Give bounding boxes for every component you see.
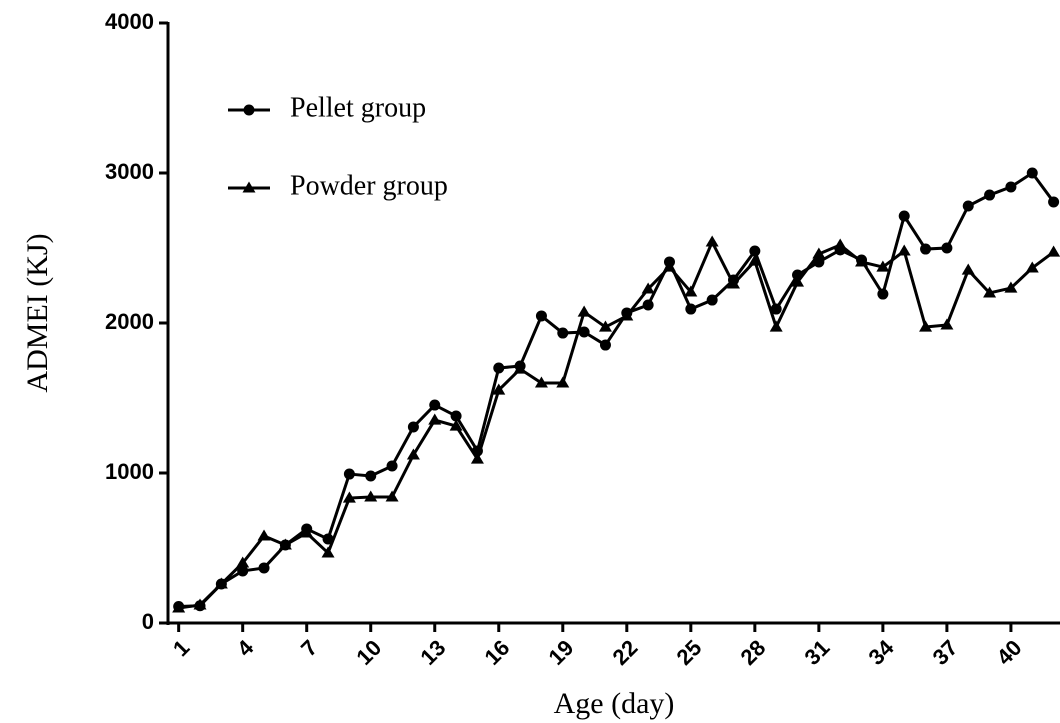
x-tick-label: 40 xyxy=(992,635,1027,670)
data-point xyxy=(898,210,910,222)
data-point xyxy=(492,383,506,395)
data-point xyxy=(449,419,463,431)
data-point xyxy=(705,235,719,247)
data-point xyxy=(407,421,419,433)
y-axis-label: ADMEI (KJ) xyxy=(21,233,54,392)
data-point xyxy=(620,309,634,321)
x-tick-label: 16 xyxy=(479,635,514,670)
data-point xyxy=(386,460,398,472)
data-point xyxy=(428,413,442,425)
data-point xyxy=(897,244,911,256)
legend-label: Powder group xyxy=(290,170,448,201)
data-point xyxy=(599,339,611,351)
data-point xyxy=(642,299,654,311)
x-tick-label: 4 xyxy=(232,634,259,661)
x-tick-label: 28 xyxy=(735,635,770,670)
data-point xyxy=(684,285,698,297)
data-point xyxy=(364,490,378,502)
data-point xyxy=(962,200,974,212)
data-point xyxy=(237,565,249,577)
data-point xyxy=(748,254,762,266)
data-line xyxy=(178,170,1055,608)
data-point xyxy=(877,288,889,300)
data-point xyxy=(984,189,996,201)
data-point xyxy=(749,245,761,257)
data-point xyxy=(557,327,569,339)
data-point xyxy=(236,556,250,568)
data-point xyxy=(385,490,399,502)
data-point xyxy=(706,294,718,306)
data-point xyxy=(1004,281,1018,293)
x-tick-label: 10 xyxy=(351,635,386,670)
data-point xyxy=(535,310,547,322)
x-tick-label: 7 xyxy=(296,635,322,661)
y-tick-label: 0 xyxy=(142,609,154,634)
data-point xyxy=(406,448,420,460)
data-point xyxy=(769,320,783,332)
data-point xyxy=(920,243,932,255)
data-point xyxy=(791,275,805,287)
data-point xyxy=(685,303,697,315)
data-point xyxy=(365,470,377,482)
data-point xyxy=(598,320,612,332)
data-point xyxy=(429,399,441,411)
data-point xyxy=(300,526,314,538)
data-point xyxy=(941,242,953,254)
data-point xyxy=(812,247,826,259)
x-tick-label: 1 xyxy=(168,635,194,661)
y-tick-label: 4000 xyxy=(105,9,154,34)
data-point xyxy=(556,376,570,388)
data-point xyxy=(770,303,782,315)
y-tick-label: 1000 xyxy=(105,459,154,484)
x-tick-label: 19 xyxy=(543,635,578,670)
x-tick-label: 22 xyxy=(607,635,642,670)
data-point xyxy=(534,376,548,388)
data-point xyxy=(1048,196,1060,208)
data-point xyxy=(470,452,484,464)
y-tick-label: 2000 xyxy=(105,309,154,334)
x-tick-label: 34 xyxy=(864,634,900,670)
x-tick-label: 13 xyxy=(415,635,450,670)
data-point xyxy=(940,318,954,330)
data-point xyxy=(257,529,271,541)
data-point xyxy=(876,260,890,272)
data-line xyxy=(178,238,1055,610)
data-point xyxy=(1005,181,1017,193)
data-point xyxy=(1025,261,1039,273)
data-point xyxy=(833,238,847,250)
data-point xyxy=(961,263,975,275)
data-point xyxy=(258,562,270,574)
data-point xyxy=(513,362,527,374)
data-point xyxy=(214,577,228,589)
data-point xyxy=(278,538,292,550)
data-point xyxy=(321,546,335,558)
data-point xyxy=(577,305,591,317)
data-point xyxy=(193,598,207,610)
data-point xyxy=(662,260,676,272)
data-point xyxy=(983,286,997,298)
data-point xyxy=(1047,245,1060,257)
data-point xyxy=(727,277,741,289)
data-point xyxy=(578,326,590,338)
data-point xyxy=(1026,167,1038,179)
legend-marker xyxy=(243,104,255,116)
x-tick-label: 25 xyxy=(671,635,706,670)
y-tick-label: 3000 xyxy=(105,159,154,184)
data-point xyxy=(493,362,505,374)
x-axis-label: Age (day) xyxy=(554,687,675,720)
data-point xyxy=(641,282,655,294)
data-point xyxy=(343,468,355,480)
legend-label: Pellet group xyxy=(290,92,426,123)
legend-marker xyxy=(242,181,256,193)
data-point xyxy=(855,255,869,267)
x-tick-label: 31 xyxy=(800,635,835,670)
x-tick-label: 37 xyxy=(928,635,963,670)
data-point xyxy=(172,601,186,613)
data-point xyxy=(450,410,462,422)
data-point xyxy=(919,320,933,332)
data-point xyxy=(342,491,356,503)
